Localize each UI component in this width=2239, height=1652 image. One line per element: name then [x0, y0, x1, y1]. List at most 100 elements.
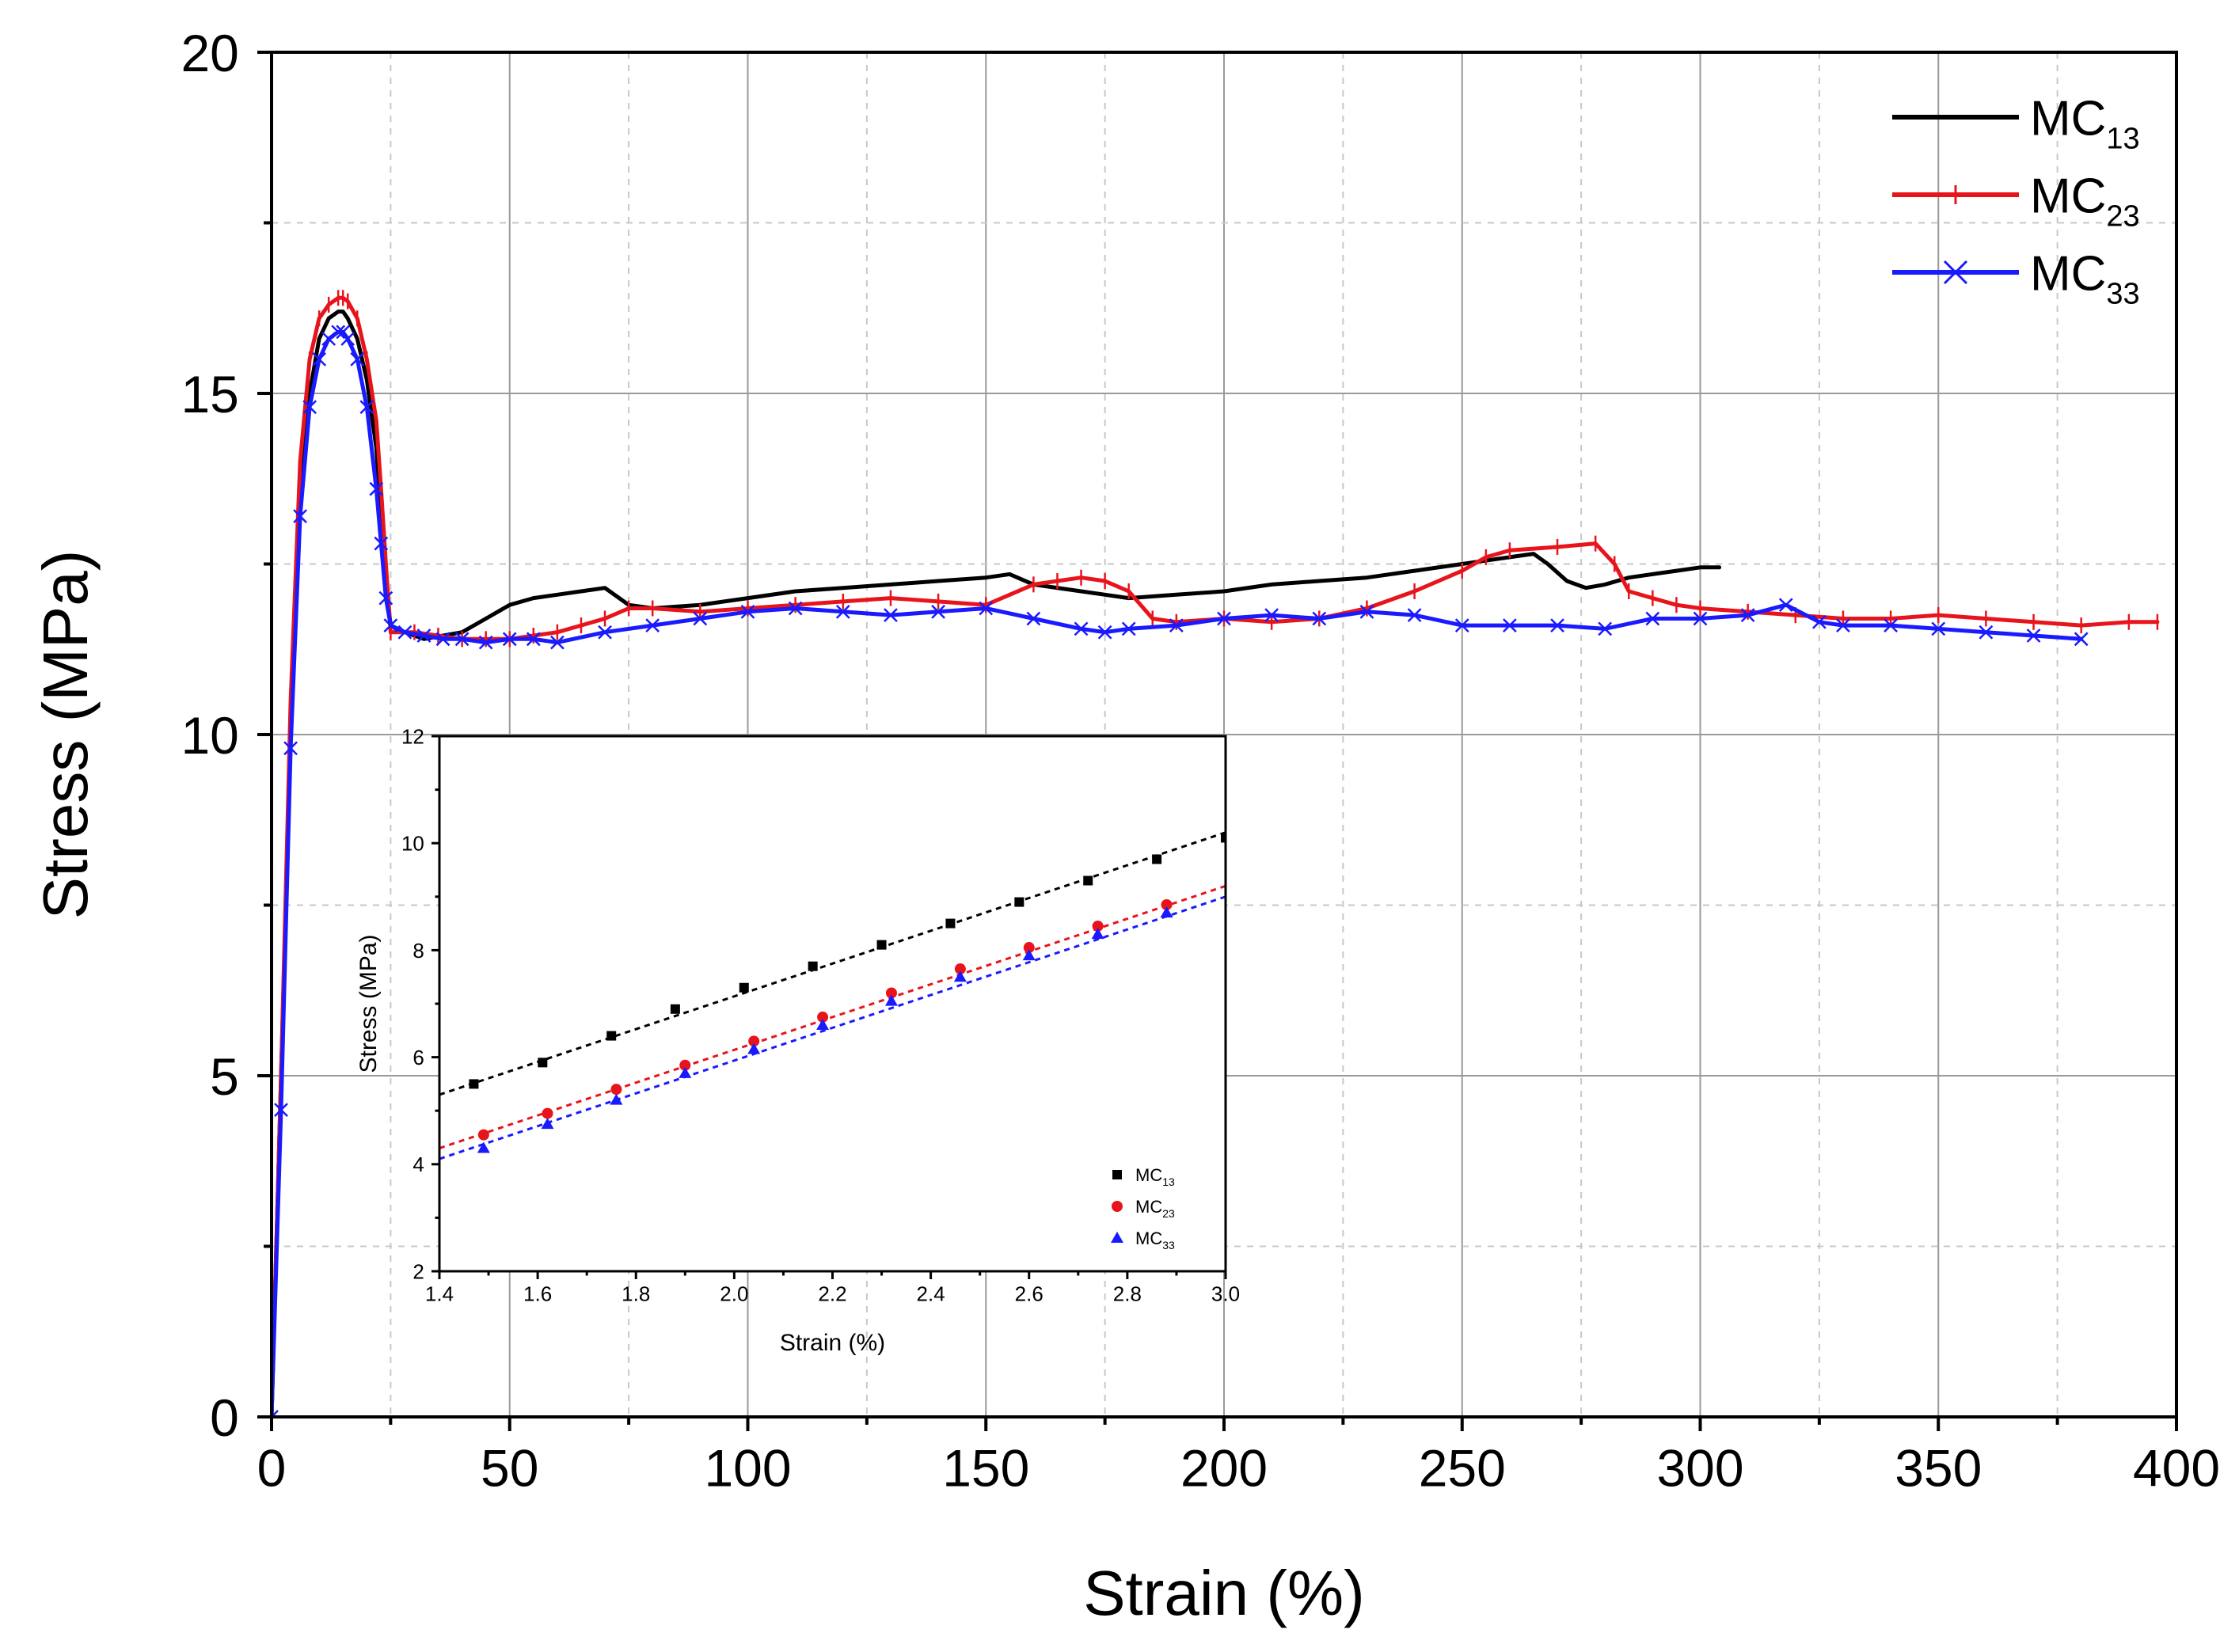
inset-series-mc23-point: [542, 1107, 553, 1119]
main-legend-mc13-label-main: MC: [2030, 91, 2106, 146]
main-series-mc13-point: [327, 317, 331, 321]
main-series-mc13-point: [317, 337, 321, 341]
main-y-tick-label: 5: [210, 1047, 239, 1106]
inset-series-mc33-point: [1091, 928, 1104, 940]
main-series-mc33-point: [788, 601, 803, 616]
main-series-mc33-point: [1312, 611, 1327, 626]
main-series-mc33-point: [1026, 611, 1041, 626]
main-legend-mc23-label-sub: 23: [2106, 199, 2139, 233]
main-series-mc13-point: [531, 596, 535, 600]
inset-series-mc13-point: [469, 1079, 479, 1089]
inset-legend-mc33-label-main: MC: [1135, 1229, 1162, 1248]
main-series-mc13-point: [1222, 589, 1226, 593]
main-legend-mc33-marker: [1943, 260, 1968, 285]
main-x-tick-label: 100: [704, 1438, 791, 1497]
main-series-mc33-point: [1121, 621, 1136, 636]
inset-series-mc13-point: [945, 918, 956, 929]
inset-legend-mc23-label-sub: 23: [1162, 1207, 1175, 1220]
inset-legend-mc13-label-main: MC: [1135, 1165, 1162, 1185]
main-series-mc33-point: [1693, 611, 1708, 626]
main-series-mc13-point: [1546, 562, 1550, 566]
inset-series-mc13-fit-line: [439, 831, 1226, 1096]
inset-series-mc13-point: [808, 961, 818, 971]
main-series-mc33-point: [884, 608, 898, 623]
main-y-axis-title: Stress (MPa): [30, 550, 101, 920]
inset-x-tick-label: 1.8: [622, 1282, 650, 1305]
inset-legend-mc13-label: MC13: [1135, 1165, 1175, 1188]
inset-x-tick-label: 3.0: [1211, 1282, 1240, 1305]
main-series-mc13-point: [1698, 565, 1702, 569]
inset-x-tick-label: 2.4: [917, 1282, 945, 1305]
main-series-mc13-point: [1584, 586, 1588, 590]
main-series-mc13-point: [1651, 572, 1655, 576]
inset-series-mc33-point: [679, 1066, 692, 1078]
main-series-mc33-point: [526, 632, 541, 647]
main-series-mc33-point: [369, 481, 384, 496]
main-series-mc33-point: [454, 632, 469, 647]
main-series-mc13-point: [422, 637, 426, 641]
main-series-mc23-line: [272, 295, 2160, 1417]
main-series-mc33-point: [272, 1410, 279, 1417]
inset-series-mc13-point: [670, 1004, 680, 1014]
main-series-mc13-point: [507, 603, 511, 607]
main-series-mc13-point: [841, 586, 845, 590]
inset-series-mc23-point: [477, 1129, 489, 1141]
main-x-tick-label: 150: [942, 1438, 1029, 1497]
inset-series-mc33-point: [541, 1118, 554, 1130]
main-series-mc33-point: [1740, 608, 1755, 623]
main-x-tick-label: 200: [1180, 1438, 1268, 1497]
inset-series-mc33-fit-line: [439, 895, 1226, 1160]
inset-legend-mc13-marker: [1112, 1170, 1122, 1179]
main-legend-mc13-label-sub: 13: [2106, 122, 2139, 155]
inset-y-tick-label: 10: [401, 832, 424, 856]
inset-plot-area: [439, 736, 1226, 1271]
main-series-mc13-point: [341, 310, 345, 313]
main-series-mc33-point: [1550, 618, 1564, 632]
main-x-tick-label: 250: [1419, 1438, 1506, 1497]
main-series-mc13-point: [603, 586, 607, 590]
main-series-mc13-point: [937, 579, 941, 583]
main-series-mc33-point: [331, 325, 346, 340]
inset-series-mc33-point: [884, 994, 898, 1006]
main-series-mc13-point: [1565, 579, 1569, 583]
inset-series-mc33-point: [1022, 949, 1036, 961]
main-series-mc33-point: [283, 741, 298, 756]
inset-series-mc33-point: [953, 970, 967, 982]
main-series-mc33-line: [272, 329, 2084, 1417]
inset-series-mc23-point: [1092, 920, 1104, 932]
main-series-mc33-point: [397, 625, 412, 640]
inset-series-mc13-point: [876, 940, 887, 950]
main-series-mc33-point: [2026, 629, 2041, 643]
main-series-mc33-point: [321, 332, 336, 346]
inset-legend-mc23-label: MC23: [1135, 1197, 1175, 1220]
main-series-mc33-point: [1979, 625, 1994, 640]
main-series-mc13-point: [1531, 552, 1535, 556]
main-series-mc33-point: [1931, 621, 1946, 636]
inset-series-mc23-point: [610, 1084, 622, 1096]
main-y-tick-label: 15: [181, 365, 238, 423]
main-series-mc13-point: [1603, 583, 1607, 587]
main-series-mc33-point: [1778, 598, 1793, 613]
main-legend-mc23-label: MC23: [2030, 169, 2140, 233]
main-series-mc33-point: [835, 604, 850, 619]
main-y-tick-label: 20: [181, 24, 238, 82]
main-series-mc13-point: [1365, 575, 1369, 579]
inset-series-mc33-point: [610, 1093, 623, 1105]
main-series-mc13-point: [336, 310, 340, 313]
main-series-mc33-point: [1407, 608, 1422, 623]
main-series-mc33-point: [478, 635, 493, 650]
inset-series-mc23-point: [954, 963, 966, 975]
main-series-mc33-point: [274, 1103, 288, 1117]
main-x-axis-title: Strain (%): [1083, 1558, 1365, 1628]
inset-y-tick-label: 6: [412, 1046, 424, 1069]
main-series-mc33-point: [1503, 618, 1517, 632]
inset-series-mc13-point: [1083, 875, 1093, 886]
main-series-mc33-point: [1598, 621, 1613, 636]
main-series-mc13-point: [555, 593, 559, 597]
main-series-mc33-point: [1645, 611, 1660, 626]
main-series-mc33-point: [302, 400, 317, 415]
main-series-mc13-point: [484, 617, 488, 621]
inset-x-tick-label: 2.6: [1015, 1282, 1043, 1305]
inset-series-mc33-point: [747, 1042, 761, 1054]
main-series-mc33-point: [350, 352, 365, 366]
